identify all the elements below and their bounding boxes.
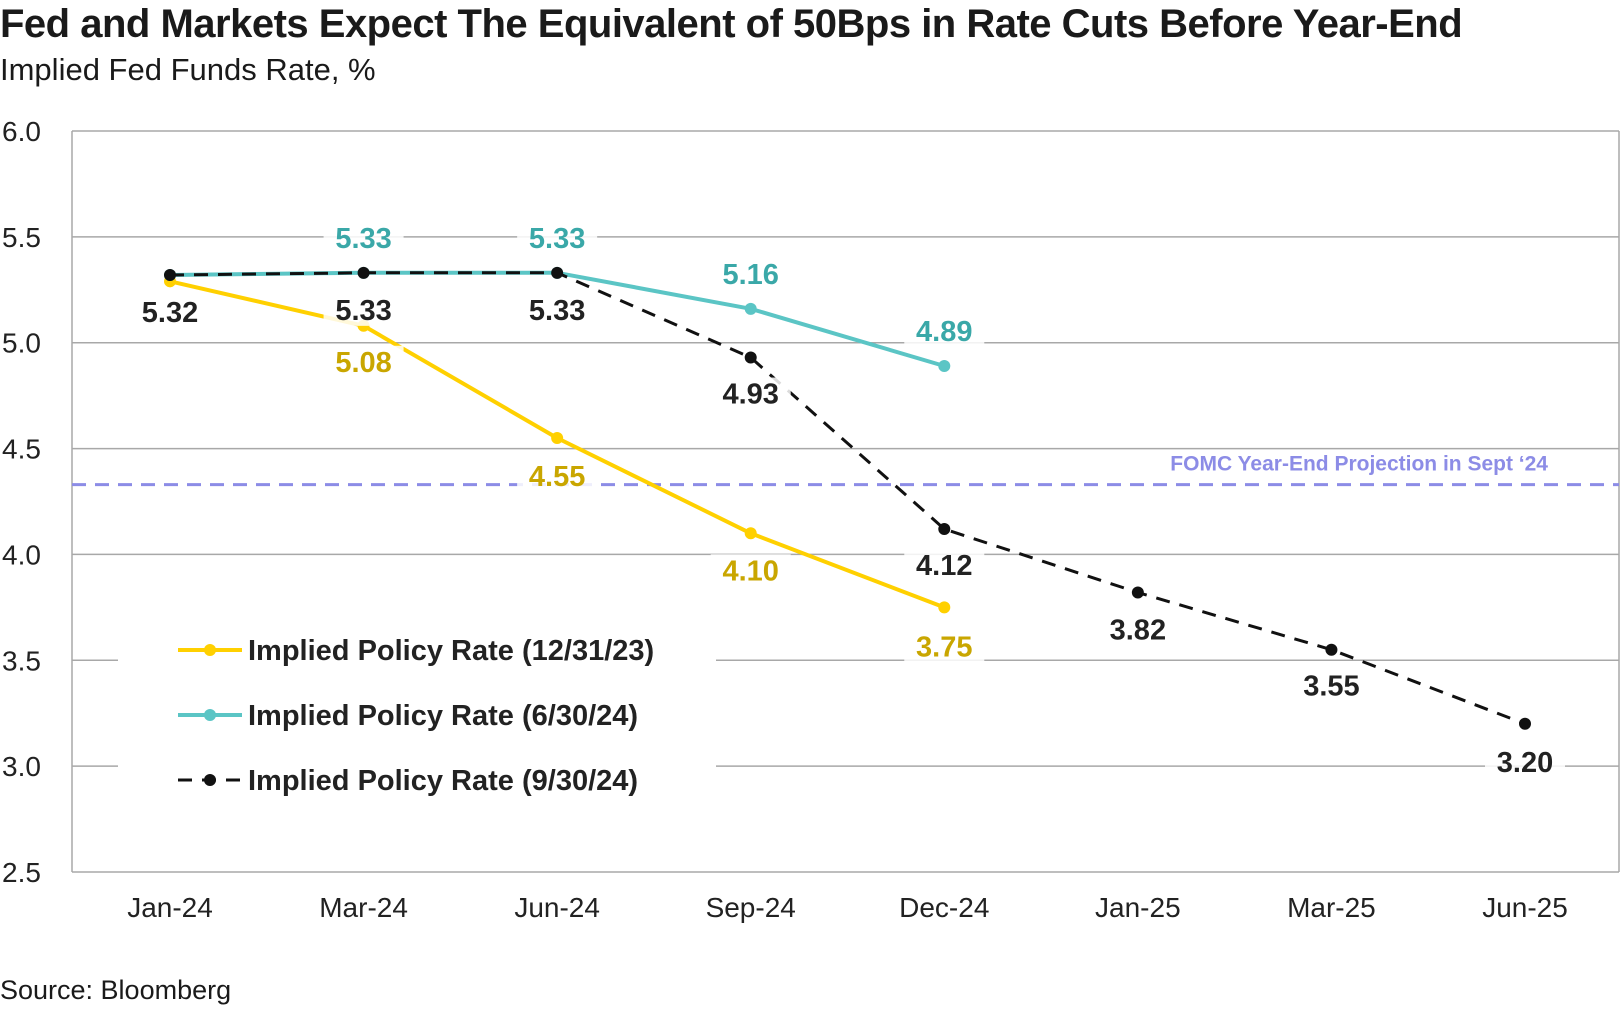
data-label-backdrop bbox=[517, 221, 598, 254]
data-label-backdrop bbox=[130, 295, 210, 328]
series-3-data-label: 5.32 bbox=[142, 297, 198, 329]
data-label-backdrop bbox=[904, 315, 985, 348]
data-label-backdrop bbox=[1485, 745, 1565, 778]
data-label-backdrop bbox=[323, 293, 404, 326]
legend-backdrop bbox=[118, 754, 716, 806]
data-label-backdrop bbox=[904, 549, 985, 582]
legend-label-1: Implied Policy Rate (12/31/23) bbox=[248, 635, 654, 667]
series-2-data-label: 4.89 bbox=[916, 316, 972, 348]
series-1-data-label: 5.08 bbox=[335, 347, 391, 379]
series-3-point bbox=[1131, 586, 1144, 599]
x-tick-label: Jan-25 bbox=[1095, 892, 1181, 923]
series-2-data-label: 5.33 bbox=[335, 223, 391, 255]
series-3-point bbox=[1325, 643, 1338, 656]
series-3-data-label: 4.12 bbox=[916, 550, 972, 582]
y-tick-label: 4.0 bbox=[2, 539, 41, 570]
series-3-data-label: 4.93 bbox=[722, 379, 778, 411]
series-3-point bbox=[357, 266, 370, 279]
series-3-point bbox=[551, 266, 564, 279]
series-3-point bbox=[938, 523, 951, 536]
y-tick-label: 6.0 bbox=[2, 116, 41, 147]
source-note: Source: Bloomberg bbox=[0, 975, 232, 1005]
series-3-data-label: 5.33 bbox=[529, 295, 585, 327]
data-label-backdrop bbox=[517, 293, 598, 326]
y-tick-label: 4.5 bbox=[2, 434, 41, 465]
series-1-data-label: 4.55 bbox=[529, 461, 585, 493]
y-tick-label: 5.5 bbox=[2, 222, 41, 253]
series-2-point bbox=[744, 302, 757, 315]
x-tick-label: Mar-24 bbox=[319, 892, 408, 923]
data-label-backdrop bbox=[710, 554, 791, 587]
y-tick-label: 2.5 bbox=[2, 857, 41, 888]
data-label-backdrop bbox=[517, 459, 598, 492]
series-3-point bbox=[164, 268, 176, 281]
x-tick-label: Mar-25 bbox=[1287, 892, 1376, 923]
reference-line-label: FOMC Year-End Projection in Sept ‘24 bbox=[1170, 453, 1548, 476]
series-3-data-label: 3.20 bbox=[1497, 747, 1553, 779]
series-1-data-label: 4.10 bbox=[722, 555, 778, 587]
x-tick-label: Dec-24 bbox=[899, 892, 989, 923]
legend-label-2: Implied Policy Rate (6/30/24) bbox=[248, 700, 638, 732]
legend-swatch-marker-3 bbox=[204, 774, 216, 786]
chart-title: Fed and Markets Expect The Equivalent of… bbox=[0, 2, 1463, 46]
series-3-data-label: 3.82 bbox=[1110, 615, 1166, 647]
legend-label-3: Implied Policy Rate (9/30/24) bbox=[248, 765, 638, 797]
data-label-backdrop bbox=[323, 221, 404, 254]
series-3-data-label: 3.55 bbox=[1303, 671, 1359, 703]
series-1-point bbox=[551, 431, 564, 444]
y-tick-label: 3.0 bbox=[2, 751, 41, 782]
legend-swatch-marker-2 bbox=[204, 709, 216, 721]
x-tick-label: Jan-24 bbox=[127, 892, 213, 923]
line-chart: 6.0 5.5 5.0 4.5 4.0 3.5 3.0 2.5 Jan-24 Mar-24 Jun-… bbox=[2, 116, 1620, 923]
series-3-point bbox=[1519, 717, 1531, 730]
reference-label-backdrop bbox=[1138, 450, 1616, 479]
x-tick-label: Jun-25 bbox=[1482, 892, 1568, 923]
y-tick-label: 5.0 bbox=[2, 328, 41, 359]
chart-subtitle: Implied Fed Funds Rate, % bbox=[0, 52, 376, 87]
series-1-point bbox=[938, 601, 951, 614]
series-2-data-label: 5.16 bbox=[722, 259, 778, 291]
data-label-backdrop bbox=[710, 257, 791, 290]
series-3-point bbox=[744, 351, 757, 364]
data-label-backdrop bbox=[1097, 613, 1178, 646]
legend-swatch-marker-1 bbox=[204, 644, 216, 656]
series-2-point bbox=[938, 360, 951, 373]
series-1-data-label: 3.75 bbox=[916, 631, 972, 663]
x-tick-label: Jun-24 bbox=[514, 892, 600, 923]
data-label-backdrop bbox=[904, 630, 985, 663]
y-tick-label: 3.5 bbox=[2, 645, 41, 676]
series-2-data-label: 5.33 bbox=[529, 223, 585, 255]
data-label-backdrop bbox=[1291, 669, 1372, 702]
data-label-backdrop bbox=[323, 345, 404, 378]
series-line-3 bbox=[169, 271, 1526, 726]
series-3-data-label: 5.33 bbox=[335, 295, 391, 327]
x-tick-label: Sep-24 bbox=[706, 892, 796, 923]
series-1-point bbox=[744, 527, 757, 540]
data-label-backdrop bbox=[710, 377, 791, 410]
